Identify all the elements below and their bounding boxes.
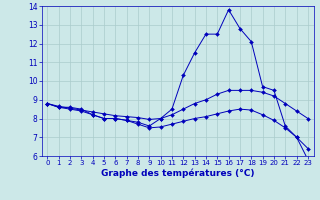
X-axis label: Graphe des températures (°C): Graphe des températures (°C) [101, 169, 254, 178]
